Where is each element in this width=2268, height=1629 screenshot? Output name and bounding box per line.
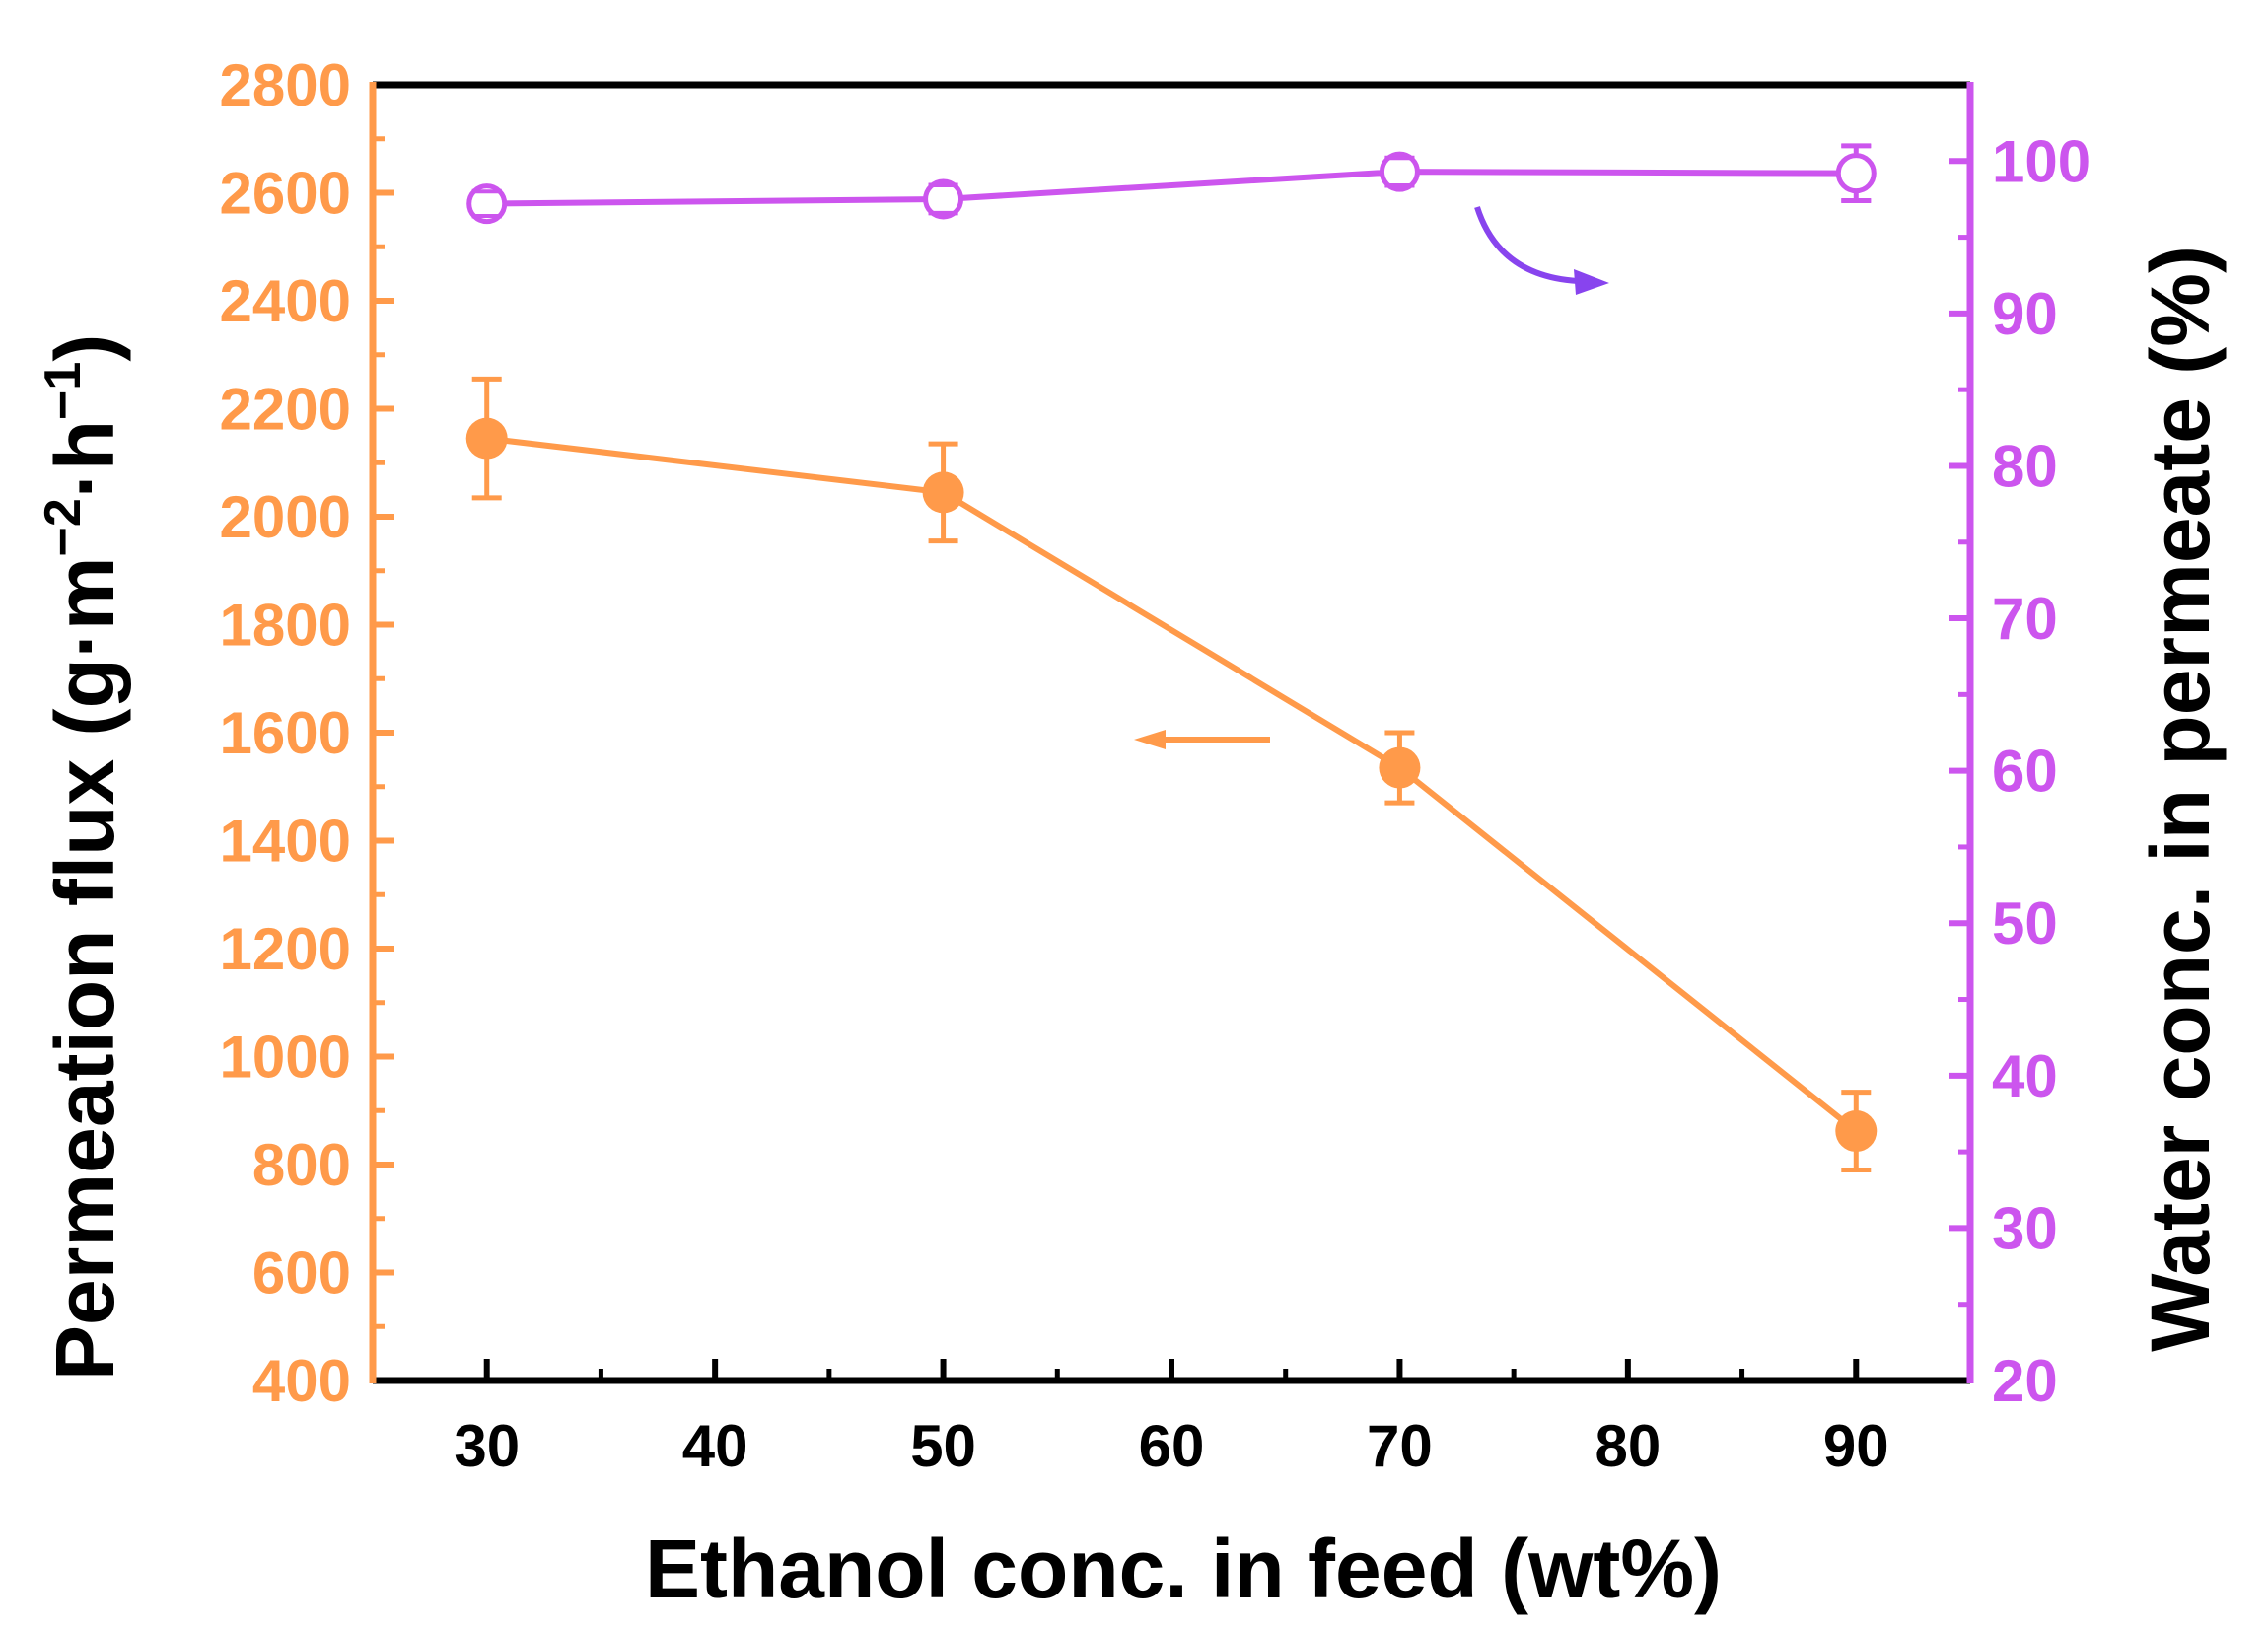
right-tick-label: 80 (1992, 433, 2058, 499)
left-y-title-mid: ·h (38, 420, 131, 498)
left-tick-label: 2200 (220, 377, 351, 443)
x-tick-label: 60 (1139, 1413, 1205, 1479)
right-tick-label: 90 (1992, 281, 2058, 347)
left-tick-label: 2400 (220, 268, 351, 334)
right-y-axis-title: Water conc. in permeate (%) (2134, 246, 2227, 1352)
left-axis-pointer-arrow (1134, 730, 1270, 749)
series-layer (465, 143, 1878, 1172)
left-tick-label: 1800 (220, 593, 351, 659)
left-y-title-end: ) (38, 334, 131, 362)
x-tick-label: 90 (1823, 1413, 1889, 1479)
data-point (922, 471, 964, 514)
left-tick-label: 1000 (220, 1025, 351, 1091)
right-tick-label: 20 (1992, 1348, 2058, 1414)
left-tick-label: 1400 (220, 809, 351, 875)
left-y-title-sup1: −2 (35, 498, 92, 556)
data-point (466, 183, 508, 225)
arrow-head (1574, 269, 1609, 295)
left-tick-label: 800 (252, 1132, 351, 1198)
data-point (1835, 153, 1877, 194)
x-tick-label: 80 (1595, 1413, 1661, 1479)
data-point (1835, 1110, 1878, 1153)
left-y-axis-ticks: 400 600 800 1000 1200 1400 1600 1800 2000 2200 240… (220, 52, 394, 1414)
right-tick-label: 60 (1992, 739, 2058, 805)
right-axis-pointer-arrow (1474, 206, 1609, 295)
right-tick-label: 30 (1992, 1195, 2058, 1261)
arrow-head (1134, 730, 1166, 749)
x-tick-label: 50 (910, 1413, 976, 1479)
right-tick-label: 100 (1992, 128, 2091, 194)
series-line (486, 169, 1857, 207)
arrow-shaft (1474, 206, 1579, 284)
left-tick-label: 2600 (220, 161, 351, 227)
annotation-arrows (1134, 206, 1609, 749)
left-tick-label: 600 (252, 1240, 351, 1307)
flux-series (465, 376, 1878, 1172)
left-tick-label: 2800 (220, 52, 351, 118)
series-line (486, 435, 1859, 1134)
data-point (1379, 746, 1421, 789)
x-axis-title: Ethanol conc. in feed (wt%) (645, 1523, 1722, 1615)
right-tick-label: 40 (1992, 1043, 2058, 1109)
right-tick-label: 70 (1992, 586, 2058, 652)
x-tick-label: 40 (682, 1413, 748, 1479)
plot-frame (369, 81, 1974, 1384)
x-axis-ticks: 30 40 50 60 70 80 90 (454, 1359, 1889, 1479)
right-tick-label: 50 (1992, 890, 2058, 956)
data-point (923, 178, 964, 220)
left-y-axis-title: Permeation flux (g·m−2·h−1) (35, 334, 131, 1381)
left-tick-label: 1200 (220, 916, 351, 982)
right-y-axis-ticks: 20 30 40 50 60 70 80 90 100 (1949, 128, 2091, 1414)
data-point (1379, 151, 1420, 192)
left-tick-label: 1600 (220, 700, 351, 766)
water-conc-series (466, 143, 1877, 225)
left-tick-label: 400 (252, 1348, 351, 1414)
data-point (465, 417, 508, 460)
x-tick-label: 70 (1367, 1413, 1433, 1479)
x-tick-label: 30 (454, 1413, 520, 1479)
left-y-title-sup2: −1 (35, 362, 92, 420)
left-y-title-main: Permeation flux (g·m (38, 557, 131, 1381)
left-tick-label: 2000 (220, 484, 351, 550)
